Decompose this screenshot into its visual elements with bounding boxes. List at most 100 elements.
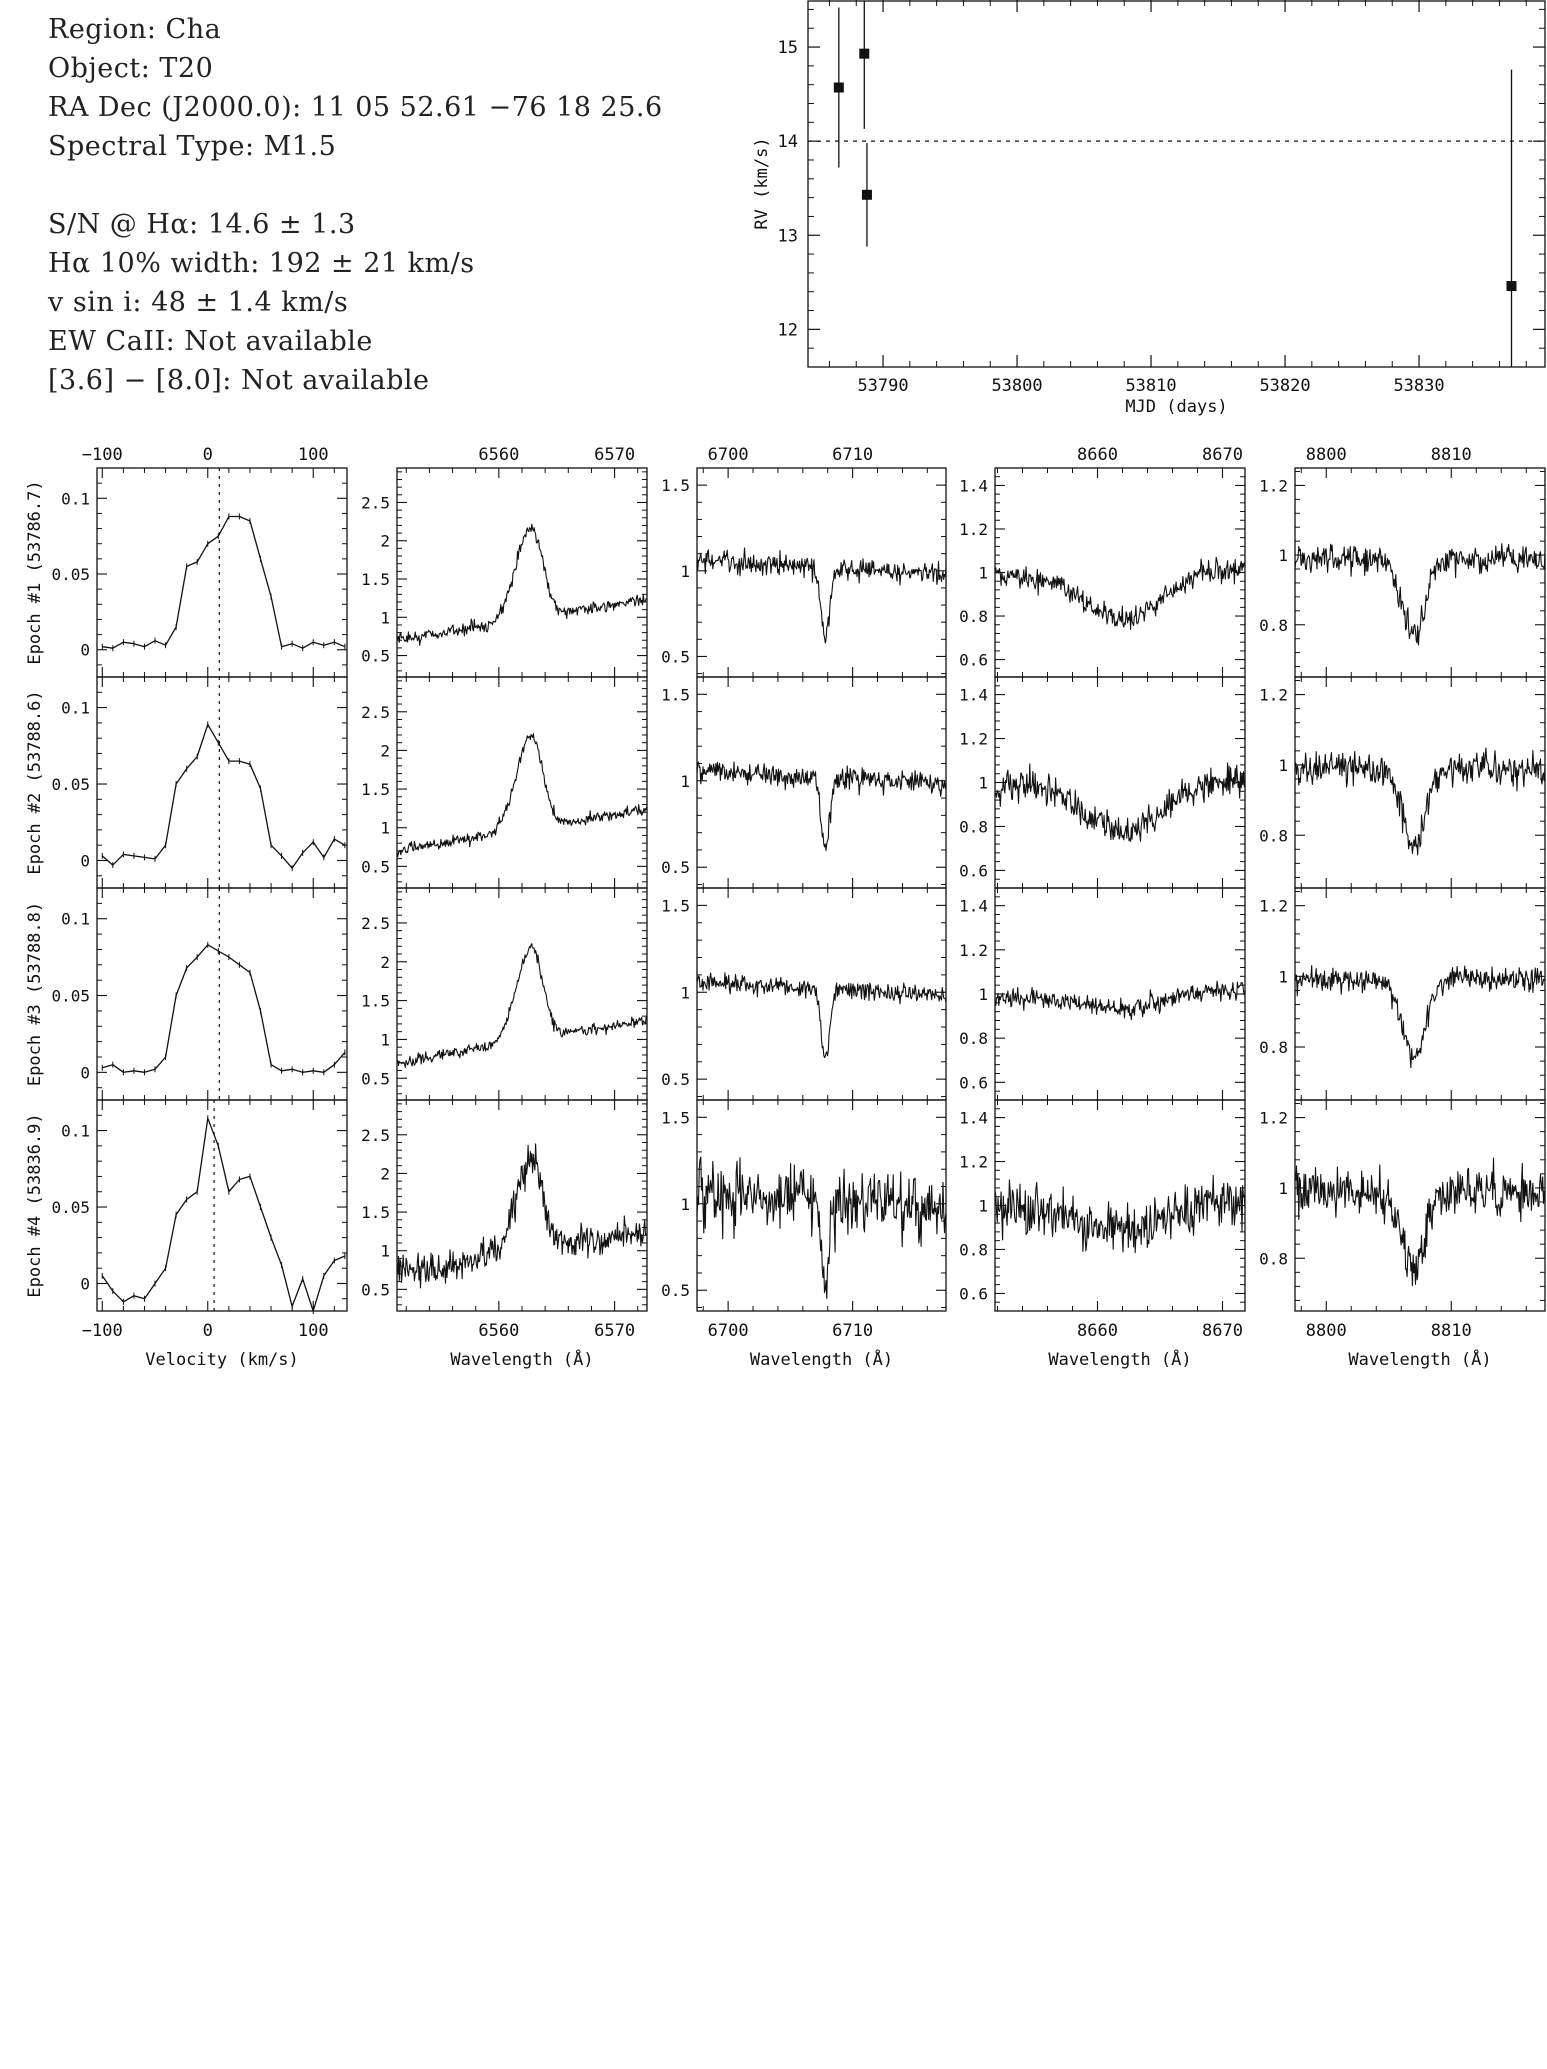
bottom-x-tick-label: 6570 — [594, 1321, 635, 1341]
spectrum-line — [397, 1143, 647, 1289]
y-tick-label: 0 — [80, 1063, 90, 1082]
panel-velocity-epoch-2: 0 0.05 0.1 — [51, 676, 348, 889]
y-tick-label: 1 — [680, 983, 690, 1002]
rv-data-point — [1506, 281, 1517, 292]
y-tick-label: 1.5 — [661, 476, 690, 495]
y-tick-label: 0.6 — [959, 1073, 988, 1092]
y-tick-label: 2 — [380, 741, 390, 760]
y-tick-label: 1 — [1278, 967, 1288, 986]
info-region: Region: Cha — [48, 14, 222, 45]
x-axis-label: Wavelength (Å) — [750, 1348, 893, 1370]
y-tick-label: 0.8 — [959, 817, 988, 836]
y-tick-label: 0.5 — [661, 647, 690, 666]
top-x-tick-label: 8810 — [1431, 445, 1472, 465]
epoch-label: Epoch #3 (53788.8) — [25, 902, 45, 1086]
rv-data-point — [861, 189, 872, 200]
panel-velocity-epoch-3: 0 0.05 0.1 — [51, 887, 348, 1101]
rv-x-tick-label: 53820 — [1259, 376, 1310, 396]
info-spectral-type: Spectral Type: M1.5 — [48, 131, 337, 162]
y-tick-label: 1.2 — [959, 520, 988, 539]
y-tick-label: 0.5 — [361, 1069, 390, 1088]
rv-chart: 53790 53800 53810 53820 53830 12 13 14 15 MJD (da… — [752, 0, 1546, 417]
spectrum-line — [995, 762, 1245, 842]
rv-y-tick-label: 12 — [778, 320, 798, 340]
object-info-block: Region: Cha Object: T20 RA Dec (J2000.0)… — [48, 10, 768, 400]
panel-caii-epoch-1: 0.6 0.8 1 1.2 1.4 — [959, 467, 1246, 678]
y-tick-label: 1.5 — [661, 685, 690, 704]
spectrum-line — [697, 972, 946, 1059]
epoch-label: Epoch #1 (53786.7) — [25, 480, 45, 664]
spectrum-line — [397, 943, 647, 1068]
bottom-x-tick-label: 6560 — [478, 1321, 519, 1341]
bottom-x-tick-label: 100 — [298, 1321, 329, 1341]
y-tick-label: 0.05 — [51, 565, 90, 584]
y-tick-label: 1 — [1278, 756, 1288, 775]
y-tick-label: 0.8 — [1259, 1249, 1288, 1268]
panel-frame — [96, 887, 348, 1101]
panel-frame — [396, 1099, 648, 1312]
y-tick-label: 0.05 — [51, 775, 90, 794]
panel-frame — [1294, 467, 1546, 678]
top-x-tick-label: 8670 — [1202, 445, 1243, 465]
y-tick-label: 0.05 — [51, 987, 90, 1006]
y-tick-label: 0.5 — [361, 857, 390, 876]
rv-y-axis-label: RV (km/s) — [752, 137, 772, 229]
epoch-label: Epoch #4 (53836.9) — [25, 1113, 45, 1297]
y-tick-label: 1 — [978, 564, 988, 583]
rv-frame — [807, 0, 1546, 368]
top-x-tick-label: 0 — [203, 445, 213, 465]
y-tick-label: 2 — [380, 1164, 390, 1183]
rv-x-tick-label: 53830 — [1393, 376, 1444, 396]
panel-halpha-epoch-4: 0.5 1 1.5 2 2.5 — [361, 1099, 648, 1312]
rv-x-tick-label: 53810 — [1125, 376, 1176, 396]
y-tick-label: 0.8 — [959, 607, 988, 626]
epoch-label: Epoch #2 (53788.6) — [25, 690, 45, 874]
y-tick-label: 1.2 — [959, 941, 988, 960]
y-tick-label: 1.2 — [1259, 1109, 1288, 1128]
panel-nearir-epoch-3: 0.8 1 1.2 — [1259, 887, 1546, 1101]
panel-velocity-epoch-1: 0 0.05 0.1 — [51, 467, 348, 678]
y-tick-label: 0.5 — [661, 1281, 690, 1300]
spectrum-line — [1295, 543, 1545, 646]
info-halpha-width: Hα 10% width: 192 ± 21 km/s — [48, 248, 475, 279]
y-tick-label: 1.5 — [661, 896, 690, 915]
info-object: Object: T20 — [48, 53, 214, 84]
y-tick-label: 0.6 — [959, 861, 988, 880]
bottom-x-tick-label: −100 — [82, 1321, 123, 1341]
top-x-tick-label: −100 — [82, 445, 123, 465]
y-tick-label: 1.4 — [959, 686, 988, 705]
rv-y-tick-label: 14 — [778, 132, 798, 152]
rv-x-tick-label: 53790 — [857, 376, 908, 396]
y-tick-label: 0.1 — [61, 489, 90, 508]
x-axis-label: Wavelength (Å) — [1348, 1348, 1491, 1370]
rv-y-tick-label: 13 — [778, 226, 798, 246]
y-tick-label: 1.2 — [1259, 897, 1288, 916]
spectrum-line — [697, 547, 946, 644]
y-tick-label: 0 — [80, 851, 90, 870]
y-tick-label: 0.1 — [61, 1122, 90, 1141]
y-tick-label: 1 — [1278, 1179, 1288, 1198]
y-tick-label: 1.4 — [959, 476, 988, 495]
y-tick-label: 2.5 — [361, 1126, 390, 1145]
y-tick-label: 0.6 — [959, 1284, 988, 1303]
spectrum-line — [995, 1174, 1245, 1254]
y-tick-label: 1 — [978, 774, 988, 793]
panel-halpha-epoch-3: 0.5 1 1.5 2 2.5 — [361, 887, 648, 1101]
rv-x-tick-label: 53800 — [991, 376, 1042, 396]
y-tick-label: 1 — [978, 985, 988, 1004]
bottom-x-tick-label: 8670 — [1202, 1321, 1243, 1341]
panel-halpha-epoch-1: 0.5 1 1.5 2 2.5 — [361, 467, 648, 678]
y-tick-label: 1 — [1278, 546, 1288, 565]
spectrum-line — [397, 733, 647, 857]
y-tick-label: 1.4 — [959, 897, 988, 916]
y-tick-label: 1 — [680, 562, 690, 581]
y-tick-label: 0.8 — [959, 1240, 988, 1259]
spectrum-line — [1295, 747, 1545, 856]
top-x-tick-label: 8660 — [1077, 445, 1118, 465]
x-axis-label: Velocity (km/s) — [145, 1350, 299, 1370]
panel-nearir-epoch-4: 0.8 1 1.2 — [1259, 1099, 1546, 1312]
bottom-x-tick-label: 6700 — [708, 1321, 749, 1341]
y-tick-label: 0.8 — [959, 1029, 988, 1048]
panel-lithium-epoch-4: 0.5 1 1.5 — [661, 1099, 947, 1312]
top-x-tick-label: 6570 — [594, 445, 635, 465]
